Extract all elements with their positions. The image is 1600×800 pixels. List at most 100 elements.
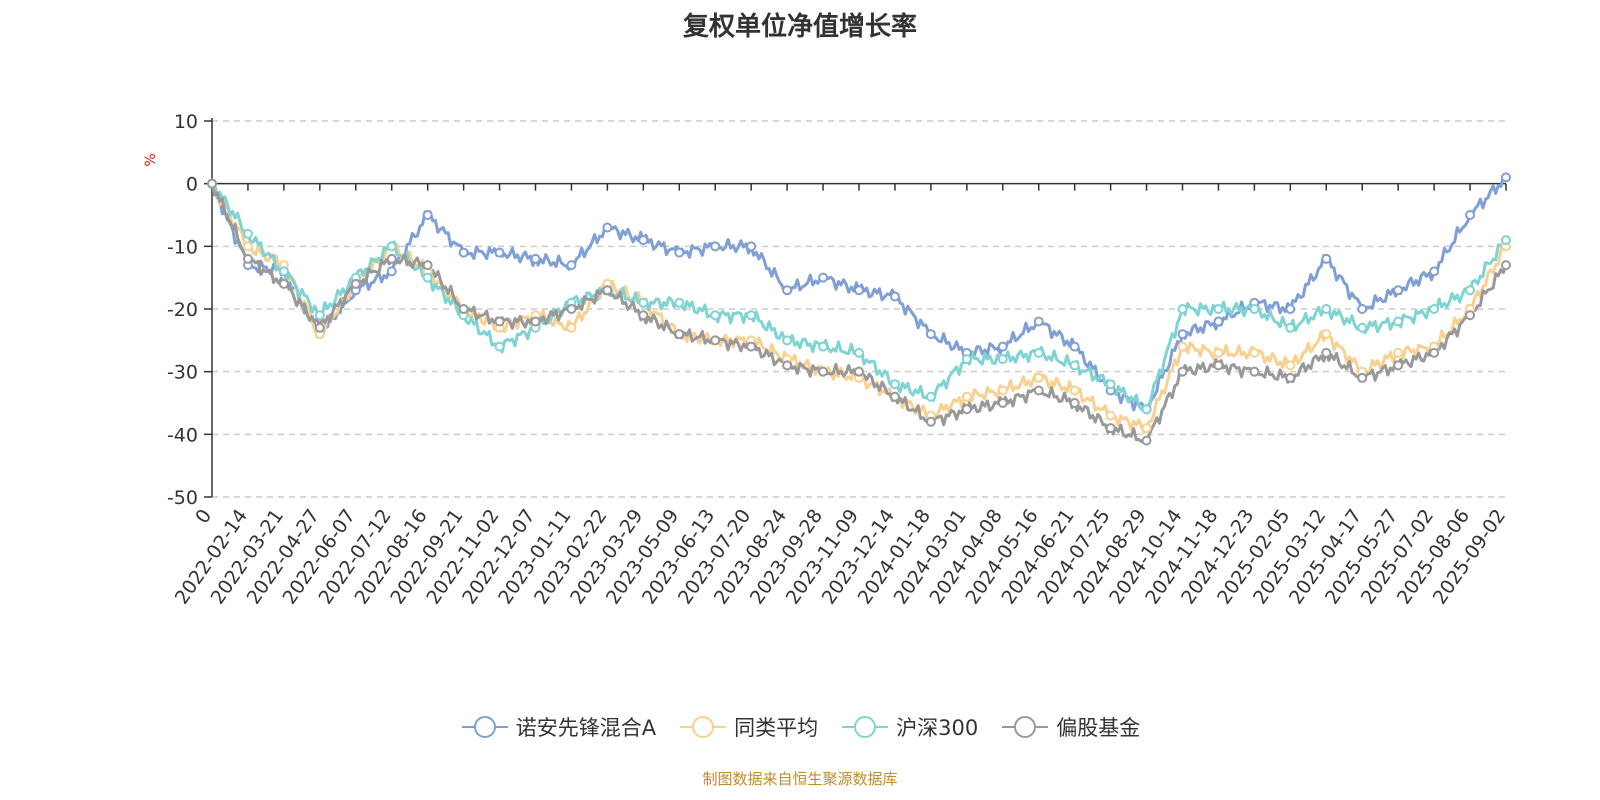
x-axis: 02022-02-142022-03-212022-04-272022-06-0… — [171, 182, 1510, 608]
chart-title: 复权单位净值增长率 — [682, 12, 917, 42]
data-point — [242, 241, 253, 252]
legend-item[interactable]: 沪深300 — [840, 712, 978, 742]
data-point — [1393, 316, 1404, 327]
data-point — [782, 335, 793, 346]
data-point — [602, 285, 613, 296]
data-point — [1177, 329, 1188, 340]
data-point — [458, 304, 469, 314]
series-line — [210, 183, 1508, 443]
data-point — [530, 253, 541, 264]
legend-label: 诺安先锋混合A — [515, 716, 657, 740]
data-point — [1285, 372, 1296, 383]
data-point — [1105, 379, 1116, 390]
data-point — [314, 322, 325, 333]
data-point — [1501, 235, 1511, 246]
data-point — [674, 329, 685, 340]
legend-line-circle-icon — [461, 716, 508, 738]
data-point — [925, 416, 936, 427]
data-point — [674, 297, 685, 308]
legend-item[interactable]: 诺安先锋混合A — [460, 712, 656, 742]
data-point — [818, 272, 829, 283]
legend-item[interactable]: 同类平均 — [678, 712, 818, 742]
y-tick-label: -20 — [167, 299, 198, 321]
data-point — [1069, 341, 1080, 352]
y-tick-label: 0 — [186, 174, 198, 196]
data-point — [1249, 347, 1260, 358]
data-point — [458, 247, 469, 258]
data-point — [494, 341, 505, 352]
data-point — [1357, 372, 1368, 383]
data-point — [925, 391, 936, 402]
data-point — [961, 391, 972, 402]
data-point — [1033, 316, 1044, 327]
data-point — [1321, 329, 1332, 340]
data-point — [710, 241, 721, 252]
data-point — [1069, 360, 1080, 371]
y-tick-label: -30 — [167, 362, 198, 384]
data-point — [602, 222, 613, 233]
data-point — [1321, 253, 1332, 264]
data-point — [854, 285, 864, 296]
data-point — [1141, 435, 1152, 446]
series-markers — [207, 172, 1511, 446]
data-point — [674, 247, 685, 258]
data-point — [1465, 210, 1476, 220]
legend-line-circle-icon — [842, 716, 889, 738]
data-point — [1105, 410, 1116, 421]
data-source-note: 制图数据来自恒生聚源数据库 — [702, 770, 898, 788]
data-point — [1357, 322, 1368, 333]
data-point — [925, 329, 936, 340]
data-point — [1285, 360, 1296, 371]
data-point — [961, 354, 972, 365]
legend-label: 沪深300 — [896, 716, 979, 740]
data-point — [1393, 347, 1404, 358]
data-point — [854, 366, 864, 377]
data-point — [422, 272, 433, 283]
data-point — [1285, 322, 1296, 333]
data-point — [889, 391, 900, 402]
data-point — [1069, 385, 1080, 396]
data-point — [1213, 360, 1224, 371]
data-point — [818, 366, 829, 377]
data-point — [207, 178, 217, 189]
data-point — [997, 341, 1008, 352]
line-chart: % 10 0 -10 -20 -30 -40 -50 02022-02-142022-03-… — [143, 111, 1511, 608]
data-point — [710, 335, 721, 346]
data-point — [566, 322, 577, 333]
data-point — [1501, 172, 1511, 183]
data-point — [530, 316, 541, 327]
data-point — [494, 316, 505, 327]
data-point — [422, 260, 433, 271]
data-point — [1177, 341, 1188, 352]
data-point — [1033, 347, 1044, 358]
data-point — [386, 241, 397, 252]
data-point — [997, 398, 1008, 408]
grid-lines — [212, 120, 1506, 498]
data-point — [494, 247, 505, 258]
data-point — [1141, 423, 1152, 434]
data-point — [1393, 285, 1404, 296]
data-point — [278, 266, 289, 277]
data-point — [1213, 304, 1224, 314]
data-point — [1393, 360, 1404, 371]
data-point — [350, 278, 361, 289]
y-axis: 10 0 -10 -20 -30 -40 -50 — [167, 111, 213, 509]
data-point — [278, 278, 289, 289]
data-point — [997, 354, 1008, 365]
data-point — [386, 253, 397, 264]
data-point — [1249, 304, 1260, 314]
data-point — [566, 260, 577, 271]
legend-line-circle-icon — [1002, 716, 1049, 738]
data-point — [997, 385, 1008, 396]
data-point — [314, 310, 325, 321]
data-point — [1429, 266, 1440, 277]
legend-label: 偏股基金 — [1056, 716, 1141, 740]
data-point — [1105, 423, 1116, 434]
legend-item[interactable]: 偏股基金 — [1000, 712, 1140, 742]
y-axis-unit-label: % — [143, 153, 159, 166]
data-point — [889, 379, 900, 390]
data-point — [1321, 304, 1332, 314]
data-point — [1465, 310, 1476, 321]
data-point — [1033, 372, 1044, 383]
data-point — [1141, 404, 1152, 415]
